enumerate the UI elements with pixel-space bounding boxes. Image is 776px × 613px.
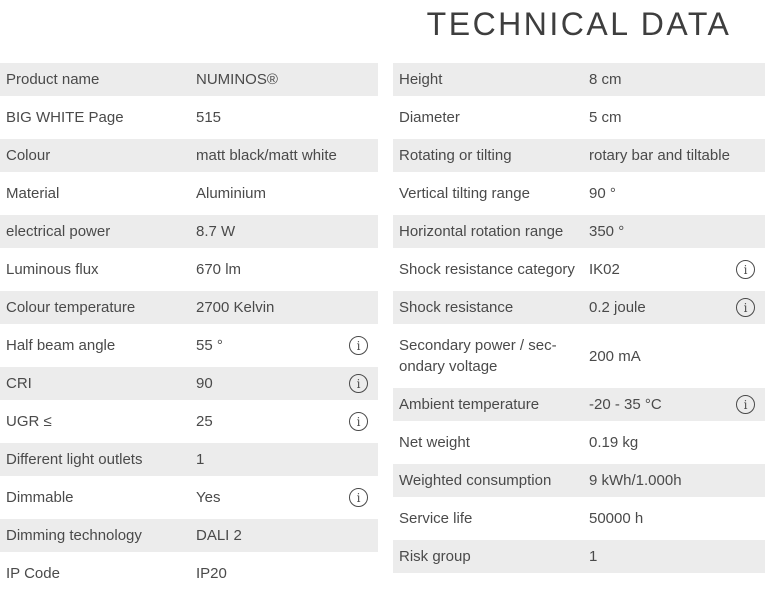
spec-value: 515 [196, 109, 222, 126]
spec-value: 350 ° [589, 223, 625, 240]
spec-row: Luminous flux 670 lm [0, 253, 378, 286]
info-icon[interactable]: i [349, 336, 368, 355]
spec-row: Different light outlets 1 [0, 443, 378, 476]
spec-row: electrical power 8.7 W [0, 215, 378, 248]
spec-label: Risk group [399, 548, 471, 565]
spec-label: Ambient temperature [399, 396, 540, 413]
spec-value: 55 ° [196, 337, 223, 354]
info-icon[interactable]: i [349, 412, 368, 431]
spec-row: Service life 50000 h [393, 502, 765, 535]
spec-row: Ambient temperature -20 - 35 °C i [393, 388, 765, 421]
spec-row: Material Aluminium [0, 177, 378, 210]
info-icon[interactable]: i [736, 298, 755, 317]
spec-value: 1 [589, 548, 598, 565]
spec-value: 5 cm [589, 109, 622, 126]
spec-row: Rotating or tilting rotary bar and tilta… [393, 139, 765, 172]
spec-row: Colour temperature 2700 Kelvin [0, 291, 378, 324]
spec-row: Half beam angle 55 ° i [0, 329, 378, 362]
spec-row: Net weight 0.19 kg [393, 426, 765, 459]
spec-value: IP20 [196, 565, 227, 582]
info-icon[interactable]: i [736, 260, 755, 279]
spec-label: Shock resistance [399, 299, 514, 316]
spec-label: Weighted consumption [399, 472, 552, 489]
spec-value: IK02 [589, 261, 620, 278]
spec-value: Yes [196, 489, 221, 506]
spec-label: Diameter [399, 109, 460, 126]
spec-label: Dimmable [6, 489, 74, 506]
spec-label: IP Code [6, 565, 60, 582]
spec-value: 670 lm [196, 261, 242, 278]
spec-label: UGR ≤ [6, 413, 52, 430]
spec-value: 8 cm [589, 71, 622, 88]
spec-row: Risk group 1 [393, 540, 765, 573]
spec-label: Dimming technology [6, 527, 142, 544]
spec-value: NUMINOS® [196, 71, 278, 88]
spec-row: CRI 90 i [0, 367, 378, 400]
info-icon[interactable]: i [349, 488, 368, 507]
spec-label: electrical power [6, 223, 111, 240]
spec-value: 90 [196, 375, 213, 392]
page-title: TECHNICAL DATA [426, 6, 732, 42]
spec-label: Colour [6, 147, 51, 164]
spec-row: Vertical tilting range 90 ° [393, 177, 765, 210]
spec-value: 8.7 W [196, 223, 236, 240]
spec-row: Height 8 cm [393, 63, 765, 96]
spec-tables: Product name NUMINOS® BIG WHITE Page 515… [0, 63, 765, 595]
spec-row: Dimmable Yes i [0, 481, 378, 514]
spec-row: Weighted consumption 9 kWh/1.000h [393, 464, 765, 497]
info-icon[interactable]: i [349, 374, 368, 393]
spec-label: Different light outlets [6, 451, 143, 468]
left-spec-table: Product name NUMINOS® BIG WHITE Page 515… [0, 63, 378, 595]
right-spec-table: Height 8 cm Diameter 5 cm Rotating or ti… [393, 63, 765, 578]
spec-label: Rotating or tilting [399, 147, 512, 164]
spec-label: CRI [6, 375, 32, 392]
spec-row: Colour matt black/matt white [0, 139, 378, 172]
spec-label: BIG WHITE Page [6, 109, 124, 126]
spec-value: -20 - 35 °C [589, 396, 662, 413]
spec-label: Half beam angle [6, 337, 116, 354]
spec-row: UGR ≤ 25 i [0, 405, 378, 438]
spec-value: DALI 2 [196, 527, 242, 544]
spec-value: rotary bar and tiltable [589, 147, 730, 164]
spec-row: IP Code IP20 [0, 557, 378, 590]
info-icon[interactable]: i [736, 395, 755, 414]
spec-value: 90 ° [589, 185, 616, 202]
spec-label: Product name [6, 71, 100, 88]
spec-value: 25 [196, 413, 213, 430]
spec-label: Net weight [399, 434, 470, 451]
spec-label: Shock resistance category [399, 261, 575, 278]
spec-label: Horizontal rotation range [399, 223, 564, 240]
spec-value: matt black/matt white [196, 147, 337, 164]
spec-value: 50000 h [589, 510, 644, 527]
spec-label: Colour temperature [6, 299, 136, 316]
spec-row: Shock resistance 0.2 joule i [393, 291, 765, 324]
spec-label: Luminous flux [6, 261, 99, 278]
spec-row: Secondary power / sec­ondary voltage 200… [393, 329, 765, 383]
spec-label: Material [6, 185, 60, 202]
spec-label: Service life [399, 510, 473, 527]
spec-label: Vertical tilting range [399, 185, 530, 202]
spec-row: Horizontal rotation range 350 ° [393, 215, 765, 248]
spec-row: Shock resistance category IK02 i [393, 253, 765, 286]
spec-label: Secondary power / sec­ondary voltage [399, 337, 557, 375]
spec-row: Diameter 5 cm [393, 101, 765, 134]
spec-value: 200 mA [589, 347, 641, 365]
spec-row: BIG WHITE Page 515 [0, 101, 378, 134]
spec-value: 9 kWh/1.000h [589, 472, 682, 489]
spec-value: 0.2 joule [589, 299, 646, 316]
spec-row: Dimming technology DALI 2 [0, 519, 378, 552]
spec-row: Product name NUMINOS® [0, 63, 378, 96]
spec-label: Height [399, 71, 443, 88]
spec-value: 2700 Kelvin [196, 299, 275, 316]
spec-value: 0.19 kg [589, 434, 639, 451]
spec-value: Aluminium [196, 185, 267, 202]
spec-value: 1 [196, 451, 205, 468]
